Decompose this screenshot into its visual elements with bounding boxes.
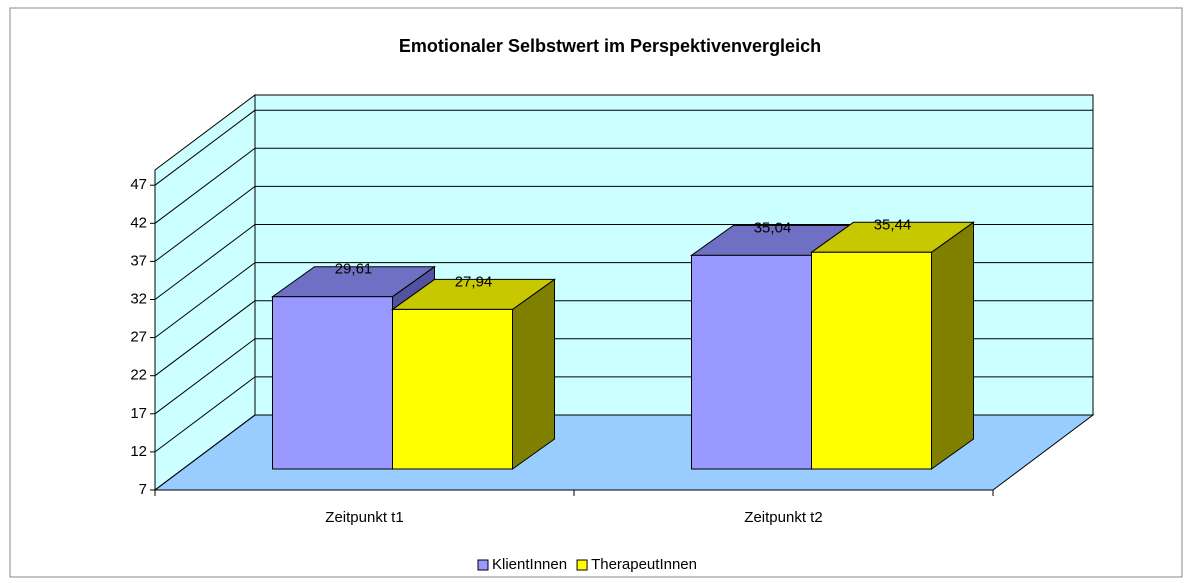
bar-side [512,278,555,470]
y-tick-label: 7 [139,481,147,498]
bar [272,296,393,470]
y-tick-label: 37 [130,252,147,269]
grid-line [154,376,256,453]
legend-label: KlientInnen [492,556,567,573]
y-tick-label: 42 [130,214,147,231]
chart-title: Emotionaler Selbstwert im Perspektivenve… [399,36,821,56]
value-label: 27,94 [455,273,493,290]
value-label: 29,61 [335,261,373,278]
x-tick-label: Zeitpunkt t1 [325,509,403,526]
grid-line [154,414,256,491]
y-tick-label: 27 [130,329,147,346]
value-label: 35,44 [874,216,912,233]
grid-line [154,147,256,224]
y-tick-label: 12 [130,443,147,460]
bar [392,308,513,470]
grid-line [154,224,256,300]
grid-line [154,185,256,262]
y-tick-label: 17 [130,405,147,422]
grid-line [154,109,256,186]
x-tick-label: Zeitpunkt t2 [744,509,822,526]
value-label: 35,04 [754,219,792,236]
y-tick-label: 22 [130,367,147,384]
grid-line [154,262,256,339]
bar [811,251,932,470]
grid-line [154,300,256,377]
grid-line [154,338,256,415]
bar-side [931,221,974,470]
y-tick-label: 47 [130,176,147,193]
bar [691,254,812,470]
legend-swatch [576,559,588,571]
legend-label: TherapeutInnen [591,556,697,573]
legend-swatch [477,559,489,571]
y-tick-label: 32 [130,290,147,307]
